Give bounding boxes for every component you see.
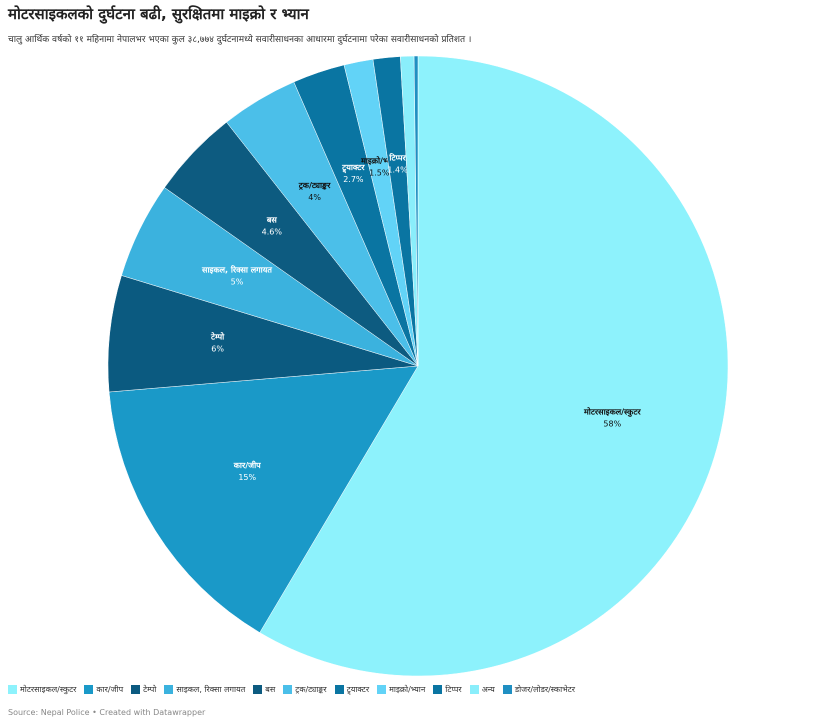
legend-item: बस — [253, 684, 275, 695]
value-label: 4.6% — [262, 227, 283, 236]
legend-swatch — [334, 685, 344, 694]
legend-label: डोजर/लोडर/स्काभेटर — [514, 685, 576, 694]
legend-label: टेम्पो — [143, 685, 157, 694]
slice-label: बस — [266, 215, 278, 224]
legend-item: साइकल, रिक्सा लगायत — [164, 684, 245, 695]
slice-label: माइक्रो/भ्यान — [360, 155, 398, 165]
slice-label: ट्रक/ट्याङ्कर — [298, 181, 331, 190]
legend-label: साइकल, रिक्सा लगायत — [176, 685, 246, 694]
pie-slice — [107, 275, 419, 393]
legend-item: माइक्रो/भ्यान — [377, 684, 425, 695]
legend-label: कार/जीप — [96, 685, 124, 694]
value-label: 6% — [211, 345, 224, 354]
legend-swatch — [164, 685, 174, 694]
pie-slice — [413, 55, 419, 367]
legend-swatch — [502, 685, 512, 694]
legend-item: मोटरसाइकल/स्कुटर — [8, 684, 76, 695]
legend-label: माइक्रो/भ्यान — [389, 685, 426, 694]
legend-label: बस — [265, 685, 276, 694]
legend-swatch — [469, 685, 479, 694]
legend: मोटरसाइकल/स्कुटर कार/जीप टेम्पो साइकल, रिक्… — [8, 684, 575, 695]
source: Source: Nepal Police • Created with Data… — [8, 708, 206, 717]
slice-label: कार/जीप — [233, 460, 261, 470]
value-label: 15% — [238, 473, 256, 482]
legend-item: कार/जीप — [84, 684, 123, 695]
chart-subtitle: चालु आर्थिक वर्षको ११ महिनामा नेपालभर भए… — [8, 35, 472, 45]
slice-label: मोटरसाइकल/स्कुटर — [583, 406, 641, 417]
pie-slice — [108, 365, 419, 633]
legend-item: ट्रक/ट्याङ्कर — [283, 684, 327, 695]
legend-label: अन्य — [481, 685, 495, 694]
legend-item: ट्र्याक्टर — [334, 684, 370, 695]
legend-label: ट्र्याक्टर — [346, 685, 370, 694]
legend-item: अन्य — [469, 684, 495, 695]
legend-swatch — [253, 685, 263, 694]
value-label: 4% — [308, 193, 321, 202]
value-label: 58% — [603, 419, 621, 428]
legend-swatch — [131, 685, 141, 694]
legend-label: ट्रक/ट्याङ्कर — [295, 685, 327, 694]
slice-label: टिप्पर — [388, 153, 406, 163]
value-label: 1.4% — [387, 166, 408, 175]
slice-label: ट्र्याक्टर — [341, 163, 365, 174]
slice-label: साइकल, रिक्सा लगायत — [201, 264, 272, 274]
legend-swatch — [433, 685, 443, 694]
legend-label: टिप्पर — [445, 685, 462, 694]
legend-item: टेम्पो — [131, 684, 156, 695]
legend-label: मोटरसाइकल/स्कुटर — [20, 685, 77, 694]
value-label: 5% — [231, 277, 244, 286]
legend-item: टिप्पर — [433, 684, 462, 695]
legend-item: डोजर/लोडर/स्काभेटर — [502, 684, 576, 695]
value-label: 2.7% — [343, 175, 364, 184]
legend-swatch — [283, 685, 293, 694]
legend-swatch — [8, 685, 17, 694]
legend-swatch — [84, 685, 94, 694]
value-label: 1.5% — [369, 168, 390, 177]
chart-title: मोटरसाइकलको दुर्घटना बढी, सुरक्षितमा माइ… — [8, 5, 309, 23]
pie-slice — [259, 55, 729, 677]
legend-swatch — [377, 685, 387, 694]
slice-label: टेम्पो — [210, 332, 225, 342]
